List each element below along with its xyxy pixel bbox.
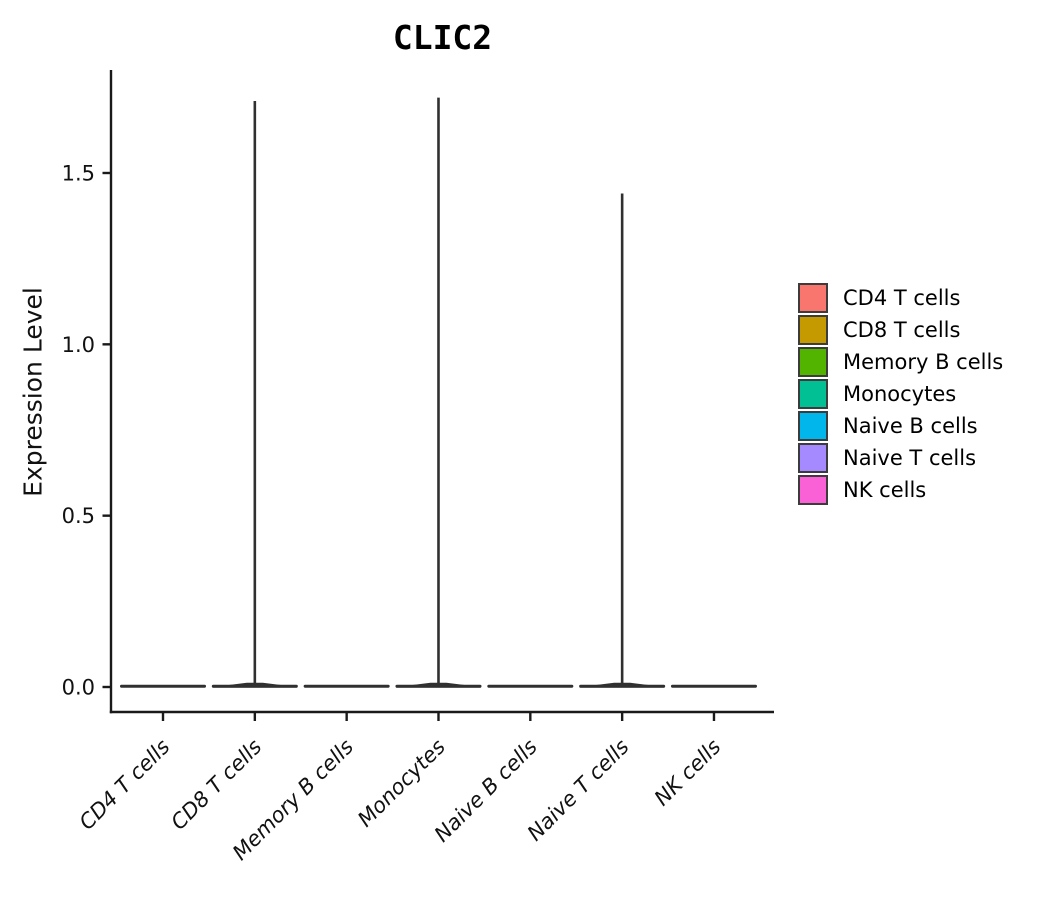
legend-item-label: Naive T cells <box>843 445 977 470</box>
x-tick-label: Monocytes <box>353 735 450 832</box>
x-tick-label: CD8 T cells <box>166 735 266 835</box>
y-tick-label: 0.5 <box>62 504 95 528</box>
legend-item-label: CD4 T cells <box>843 285 961 310</box>
legend-item: CD4 T cells <box>798 282 1003 314</box>
legend-item: Monocytes <box>798 378 1003 410</box>
x-tick-label: CD4 T cells <box>75 735 175 835</box>
legend-key-swatch <box>798 315 828 345</box>
plot-title: CLIC2 <box>392 18 493 57</box>
legend-key-swatch <box>798 283 828 313</box>
violin-body-naive-b-cells <box>487 684 574 688</box>
legend-item-label: CD8 T cells <box>843 317 961 342</box>
legend-item-label: Memory B cells <box>843 349 1004 374</box>
legend-item: Memory B cells <box>798 346 1003 378</box>
legend-item: CD8 T cells <box>798 314 1003 346</box>
y-tick-label: 1.5 <box>62 161 95 185</box>
x-tick-label: NK cells <box>650 735 726 811</box>
legend-item: Naive B cells <box>798 410 1003 442</box>
y-tick-label: 0.0 <box>62 676 95 700</box>
legend-key-swatch <box>798 379 828 409</box>
y-tick-label: 1.0 <box>62 333 95 357</box>
legend-key-swatch <box>798 347 828 377</box>
legend-key-swatch <box>798 475 828 505</box>
legend: CD4 T cells CD8 T cells Memory B cells Mono… <box>798 282 1003 506</box>
legend-item-label: NK cells <box>843 477 927 502</box>
violin-body-memory-b-cells <box>303 684 390 688</box>
legend-item: Naive T cells <box>798 442 1003 474</box>
legend-key-swatch <box>798 411 828 441</box>
legend-item: NK cells <box>798 474 1003 506</box>
violin-body-nk-cells <box>670 684 757 688</box>
violin-body-cd4-t-cells <box>120 684 206 688</box>
legend-item-label: Naive B cells <box>843 413 978 438</box>
legend-key-swatch <box>798 443 828 473</box>
legend-item-label: Monocytes <box>843 381 957 406</box>
